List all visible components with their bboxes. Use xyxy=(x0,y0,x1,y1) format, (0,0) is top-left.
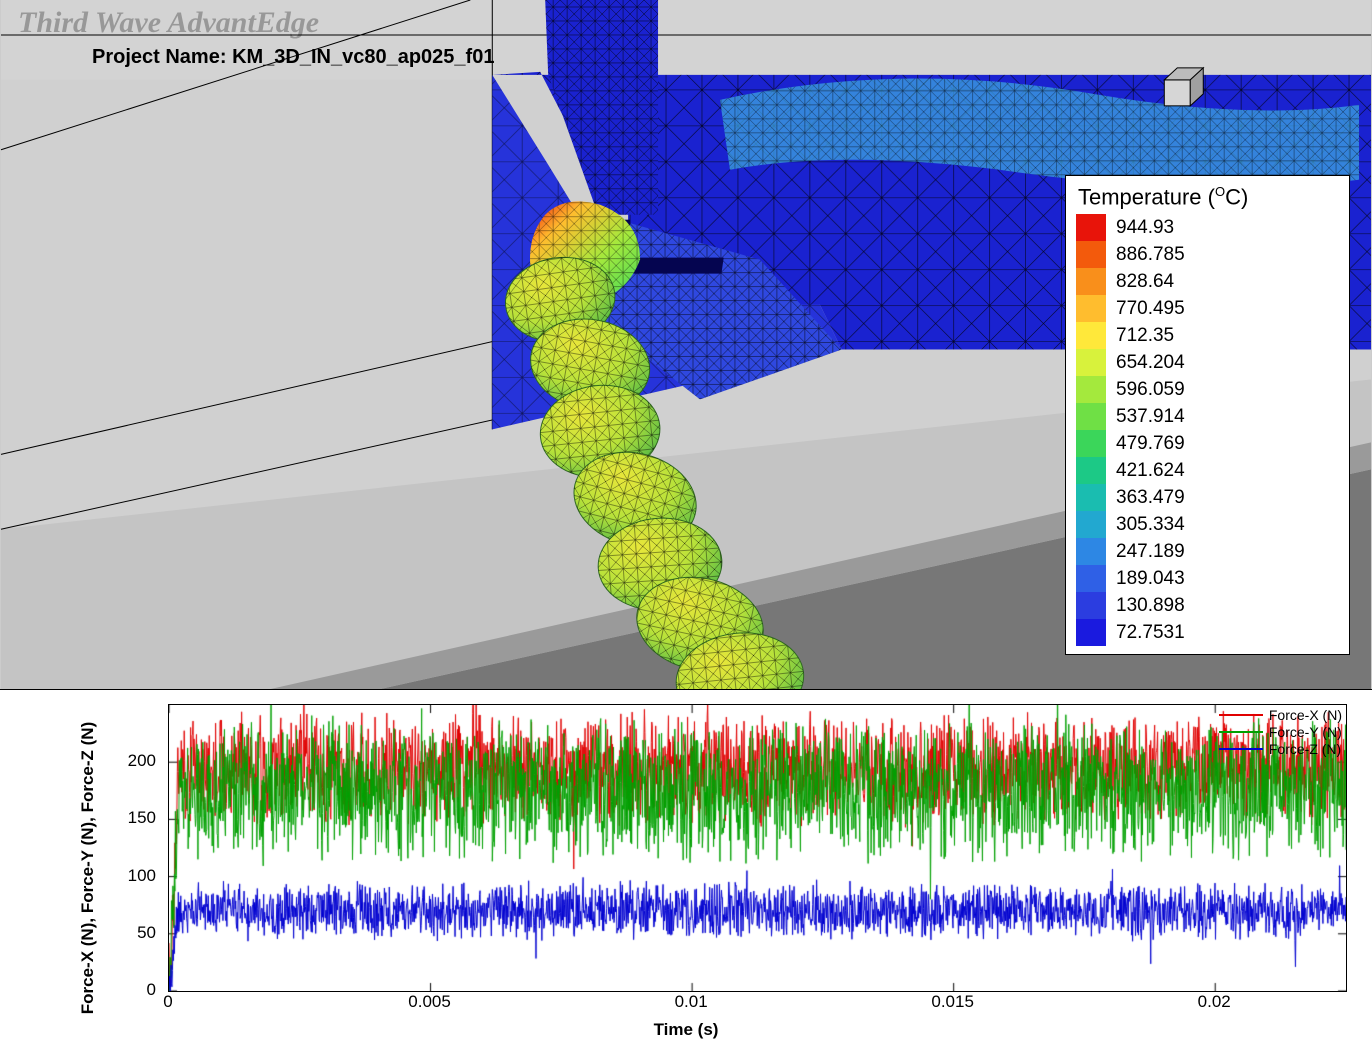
legend-swatch xyxy=(1076,511,1106,538)
legend-value: 770.495 xyxy=(1116,295,1185,322)
plot-frame: Force-X (N)Force-Y (N)Force-Z (N) xyxy=(168,704,1347,992)
y-tick-label: 50 xyxy=(137,923,156,943)
legend-swatch xyxy=(1076,268,1106,295)
x-axis-label: Time (s) xyxy=(654,1020,719,1040)
legend-value: 537.914 xyxy=(1116,403,1185,430)
y-tick-label: 0 xyxy=(147,980,156,1000)
legend-line-icon xyxy=(1219,714,1263,716)
legend-swatch xyxy=(1076,565,1106,592)
legend-labels: 944.93886.785828.64770.495712.35654.2045… xyxy=(1106,214,1185,646)
legend-value: 72.7531 xyxy=(1116,619,1185,646)
legend-swatch xyxy=(1076,457,1106,484)
legend-line-icon xyxy=(1219,731,1263,733)
simulation-viewport[interactable]: Third Wave AdvantEdge Project Name: KM_3… xyxy=(0,0,1372,690)
legend-swatch xyxy=(1076,241,1106,268)
legend-value: 421.624 xyxy=(1116,457,1185,484)
legend-value: 363.479 xyxy=(1116,484,1185,511)
force-time-plot: Force-X (N), Force-Y (N), Force-Z (N) 05… xyxy=(0,690,1372,1046)
legend-value: 479.769 xyxy=(1116,430,1185,457)
x-tick-label: 0.02 xyxy=(1198,992,1231,1012)
legend-value: 944.93 xyxy=(1116,214,1185,241)
legend-swatch xyxy=(1076,592,1106,619)
legend-series-label: Force-X (N) xyxy=(1269,707,1342,723)
legend-value: 130.898 xyxy=(1116,592,1185,619)
x-tick-label: 0.005 xyxy=(408,992,451,1012)
legend-value: 828.64 xyxy=(1116,268,1185,295)
legend-row: Force-X (N) xyxy=(1219,707,1342,723)
legend-value: 247.189 xyxy=(1116,538,1185,565)
x-axis-ticks: 00.0050.010.0150.02 xyxy=(168,992,1347,1022)
legend-swatch xyxy=(1076,403,1106,430)
legend-swatch xyxy=(1076,214,1106,241)
legend-swatch xyxy=(1076,538,1106,565)
legend-value: 654.204 xyxy=(1116,349,1185,376)
y-tick-label: 100 xyxy=(128,866,156,886)
legend-series-label: Force-Z (N) xyxy=(1269,741,1341,757)
x-tick-label: 0 xyxy=(163,992,172,1012)
legend-swatch xyxy=(1076,322,1106,349)
legend-value: 712.35 xyxy=(1116,322,1185,349)
legend-swatch xyxy=(1076,484,1106,511)
legend-value: 305.334 xyxy=(1116,511,1185,538)
legend-swatch xyxy=(1076,430,1106,457)
legend-series-label: Force-Y (N) xyxy=(1269,724,1342,740)
temperature-legend: Temperature (OC) 944.93886.785828.64770.… xyxy=(1065,175,1350,655)
legend-value: 189.043 xyxy=(1116,565,1185,592)
x-tick-label: 0.015 xyxy=(931,992,974,1012)
plot-legend: Force-X (N)Force-Y (N)Force-Z (N) xyxy=(1219,707,1342,758)
y-axis-ticks: 050100150200 xyxy=(0,704,164,992)
legend-line-icon xyxy=(1219,748,1263,750)
legend-value: 886.785 xyxy=(1116,241,1185,268)
legend-colorbar xyxy=(1076,214,1106,646)
plot-canvas xyxy=(169,705,1346,991)
legend-row: Force-Z (N) xyxy=(1219,741,1342,757)
legend-value: 596.059 xyxy=(1116,376,1185,403)
y-tick-label: 150 xyxy=(128,808,156,828)
y-tick-label: 200 xyxy=(128,751,156,771)
x-tick-label: 0.01 xyxy=(675,992,708,1012)
legend-swatch xyxy=(1076,295,1106,322)
legend-row: Force-Y (N) xyxy=(1219,724,1342,740)
legend-swatch xyxy=(1076,376,1106,403)
legend-swatch xyxy=(1076,619,1106,646)
legend-swatch xyxy=(1076,349,1106,376)
legend-title: Temperature (OC) xyxy=(1076,184,1339,210)
